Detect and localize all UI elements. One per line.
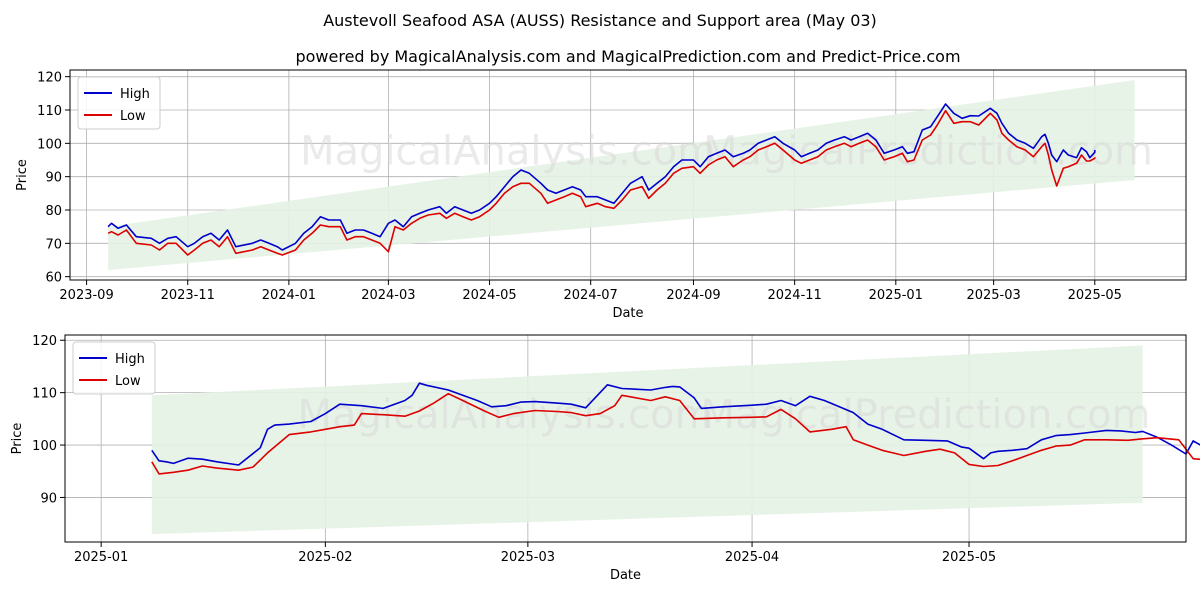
y-axis-label: Price [15,159,30,191]
chart-subtitle: powered by MagicalAnalysis.com and Magic… [295,47,960,66]
legend-label-high: High [120,87,150,102]
x-tick-label: 2024-11 [767,288,821,303]
y-tick-label: 90 [45,171,62,186]
legend-label-low: Low [115,374,141,389]
x-tick-label: 2025-05 [942,550,996,565]
legend-box [72,341,156,395]
x-tick-label: 2023-11 [161,288,215,303]
bottom-panel: MagicalAnalysis.comMagicalPrediction.com… [10,334,1200,583]
y-tick-label: 120 [37,71,62,86]
y-tick-label: 70 [45,237,62,252]
watermark-analysis: MagicalAnalysis.com [300,129,716,175]
top-panel: MagicalAnalysis.comMagicalPrediction.com… [15,69,1187,321]
support-resistance-band [151,345,1143,535]
x-tick-label: 2025-02 [298,550,352,565]
x-tick-label: 2023-09 [59,288,113,303]
support-resistance-band [108,80,1135,270]
y-tick-label: 90 [40,491,57,506]
x-axis-label: Date [612,306,643,321]
watermark-prediction: MagicalPrediction.com [701,392,1151,438]
legend-box [77,76,161,130]
y-tick-label: 100 [37,137,62,152]
series-line-low [107,109,1096,256]
x-tick-label: 2024-09 [666,288,720,303]
y-tick-label: 80 [45,204,62,219]
series-line-high [107,103,1096,251]
y-tick-label: 120 [32,334,57,349]
y-tick-label: 100 [32,439,57,454]
series-line-high [151,382,1200,466]
y-axis-label: Price [10,423,25,455]
x-tick-label: 2025-04 [725,550,779,565]
y-tick-label: 60 [45,271,62,286]
y-tick-label: 110 [37,104,62,119]
x-tick-label: 2025-01 [74,550,128,565]
plot-frame [64,334,1187,543]
x-tick-label: 2025-03 [501,550,555,565]
x-tick-label: 2025-05 [1068,288,1122,303]
legend-label-high: High [115,352,145,367]
x-tick-label: 2024-07 [564,288,618,303]
x-tick-label: 2025-01 [869,288,923,303]
x-tick-label: 2024-01 [262,288,316,303]
legend-label-low: Low [120,109,146,124]
plot-frame [69,69,1187,281]
chart-title: Austevoll Seafood ASA (AUSS) Resistance … [323,11,877,30]
legend: High Low [72,341,156,395]
x-tick-label: 2024-05 [462,288,516,303]
series-line-low [151,392,1200,475]
x-tick-label: 2024-03 [361,288,415,303]
x-tick-label: 2025-03 [966,288,1020,303]
y-tick-label: 110 [32,387,57,402]
x-axis-label: Date [610,568,641,583]
legend: High Low [77,76,161,130]
